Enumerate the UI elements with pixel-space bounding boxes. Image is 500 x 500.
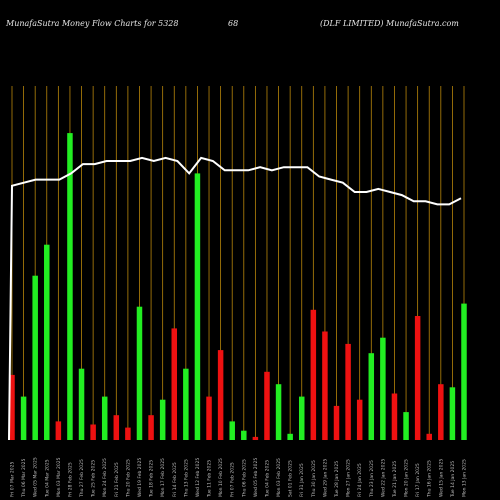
money-flow-bar: [90, 424, 96, 440]
money-flow-bar: [32, 275, 38, 440]
x-tick-label: Thu 20 Feb 2025: [125, 459, 131, 498]
money-flow-bar: [252, 436, 259, 440]
x-tick-label: Tue 18 Feb 2025: [149, 460, 155, 498]
money-flow-bar: [113, 415, 120, 440]
x-tick-label: Fri 17 Jan 2025: [415, 463, 421, 497]
money-flow-bar: [310, 309, 317, 440]
money-flow-bar: [368, 353, 375, 440]
x-tick-label: Mon 13 Jan 2025: [462, 459, 468, 497]
money-flow-bar: [55, 421, 62, 440]
money-flow-bar: [449, 387, 456, 440]
x-tick-labels: Fri 07 Mar 2025 Thu 06 Mar 2025 Wed 05 Mar…: [10, 457, 468, 498]
x-tick-label: Mon 27 Jan 2025: [346, 459, 352, 497]
price-line-group: [8, 156, 462, 441]
money-flow-bar: [101, 396, 108, 440]
x-tick-label: Mon 17 Feb 2025: [160, 458, 166, 497]
price-line: [8, 156, 462, 441]
money-flow-bar: [229, 421, 235, 440]
money-flow-bar: [183, 368, 189, 440]
x-tick-label: Mon 03 Mar 2025: [56, 457, 62, 497]
money-flow-bar: [241, 430, 247, 440]
money-flow-bar: [264, 371, 270, 440]
x-tick-label: Thu 30 Jan 2025: [311, 460, 317, 498]
money-flow-bar: [275, 384, 282, 440]
money-flow-bar: [78, 368, 85, 440]
x-tick-label: Fri 24 Jan 2025: [357, 463, 363, 497]
x-tick-label: Tue 21 Jan 2025: [392, 461, 398, 498]
x-tick-label: Mon 10 Feb 2025: [218, 458, 224, 497]
x-tick-label: Thu 23 Jan 2025: [369, 460, 375, 498]
header-middle: 68: [228, 19, 238, 28]
x-tick-label: Tue 04 Feb 2025: [264, 460, 270, 498]
x-tick-label: Fri 31 Jan 2025: [299, 463, 305, 497]
money-flow-bar: [426, 433, 432, 440]
bars-group: [9, 133, 467, 440]
x-tick-label: Sat 01 Feb 2025: [288, 460, 294, 497]
x-tick-label: Thu 06 Mar 2025: [21, 458, 27, 498]
money-flow-bar: [125, 427, 131, 440]
x-tick-label: Tue 25 Feb 2025: [91, 460, 97, 498]
money-flow-bar: [356, 399, 363, 440]
x-tick-label: Wed 29 Jan 2025: [322, 459, 328, 497]
money-flow-bar: [67, 133, 73, 440]
x-tick-label: Mon 20 Jan 2025: [404, 459, 410, 497]
x-tick-label: Fri 07 Mar 2025: [10, 462, 16, 497]
x-tick-label: Tue 14 Jan 2025: [450, 461, 456, 498]
money-flow-bar: [44, 244, 50, 440]
header-right: (DLF LIMITED) MunafaSutra.com: [320, 19, 459, 28]
x-tick-label: Fri 28 Feb 2025: [67, 462, 73, 497]
x-tick-label: Fri 07 Feb 2025: [230, 462, 236, 497]
x-tick-label: Thu 16 Jan 2025: [427, 460, 433, 498]
x-tick-label: Fri 21 Feb 2025: [114, 462, 120, 497]
money-flow-bar: [194, 173, 201, 440]
x-tick-label: Wed 05 Feb 2025: [253, 458, 259, 497]
x-tick-label: Wed 15 Jan 2025: [438, 459, 444, 497]
x-tick-label: Thu 27 Feb 2025: [79, 459, 85, 498]
money-flow-bar: [20, 396, 27, 440]
x-tick-label: Thu 06 Feb 2025: [241, 459, 247, 498]
x-tick-label: Thu 13 Feb 2025: [183, 459, 189, 498]
x-tick-label: Mon 03 Feb 2025: [276, 458, 282, 497]
money-flow-bar: [287, 433, 293, 440]
x-tick-label: Wed 19 Feb 2025: [137, 458, 143, 497]
money-flow-bar: [206, 396, 212, 440]
money-flow-bar: [9, 374, 15, 440]
money-flow-bar: [322, 331, 328, 440]
money-flow-bar: [333, 405, 340, 440]
money-flow-bar: [136, 306, 143, 440]
money-flow-bar: [461, 303, 467, 440]
money-flow-bar: [298, 396, 305, 440]
money-flow-bar: [171, 328, 178, 440]
money-flow-bar: [345, 343, 351, 440]
money-flow-bar: [391, 393, 398, 440]
money-flow-bar: [380, 337, 386, 440]
x-tick-label: Tue 28 Jan 2025: [334, 461, 340, 498]
x-tick-label: Fri 14 Feb 2025: [172, 462, 178, 497]
money-flow-bar: [217, 350, 224, 440]
x-tick-label: Mon 24 Feb 2025: [102, 458, 108, 497]
money-flow-bar: [403, 412, 409, 440]
x-tick-label: Wed 05 Mar 2025: [33, 457, 39, 497]
x-tick-label: Tue 04 Mar 2025: [44, 459, 50, 498]
header-left: MunafaSutra Money Flow Charts for 5328: [5, 19, 179, 28]
money-flow-bar: [159, 399, 166, 440]
money-flow-bar: [414, 316, 421, 440]
x-tick-label: Tue 11 Feb 2025: [207, 460, 213, 498]
x-tick-label: Wed 22 Jan 2025: [380, 459, 386, 497]
x-tick-label: Wed 12 Feb 2025: [195, 458, 201, 497]
money-flow-bar: [438, 384, 444, 440]
money-flow-bar: [148, 415, 154, 440]
